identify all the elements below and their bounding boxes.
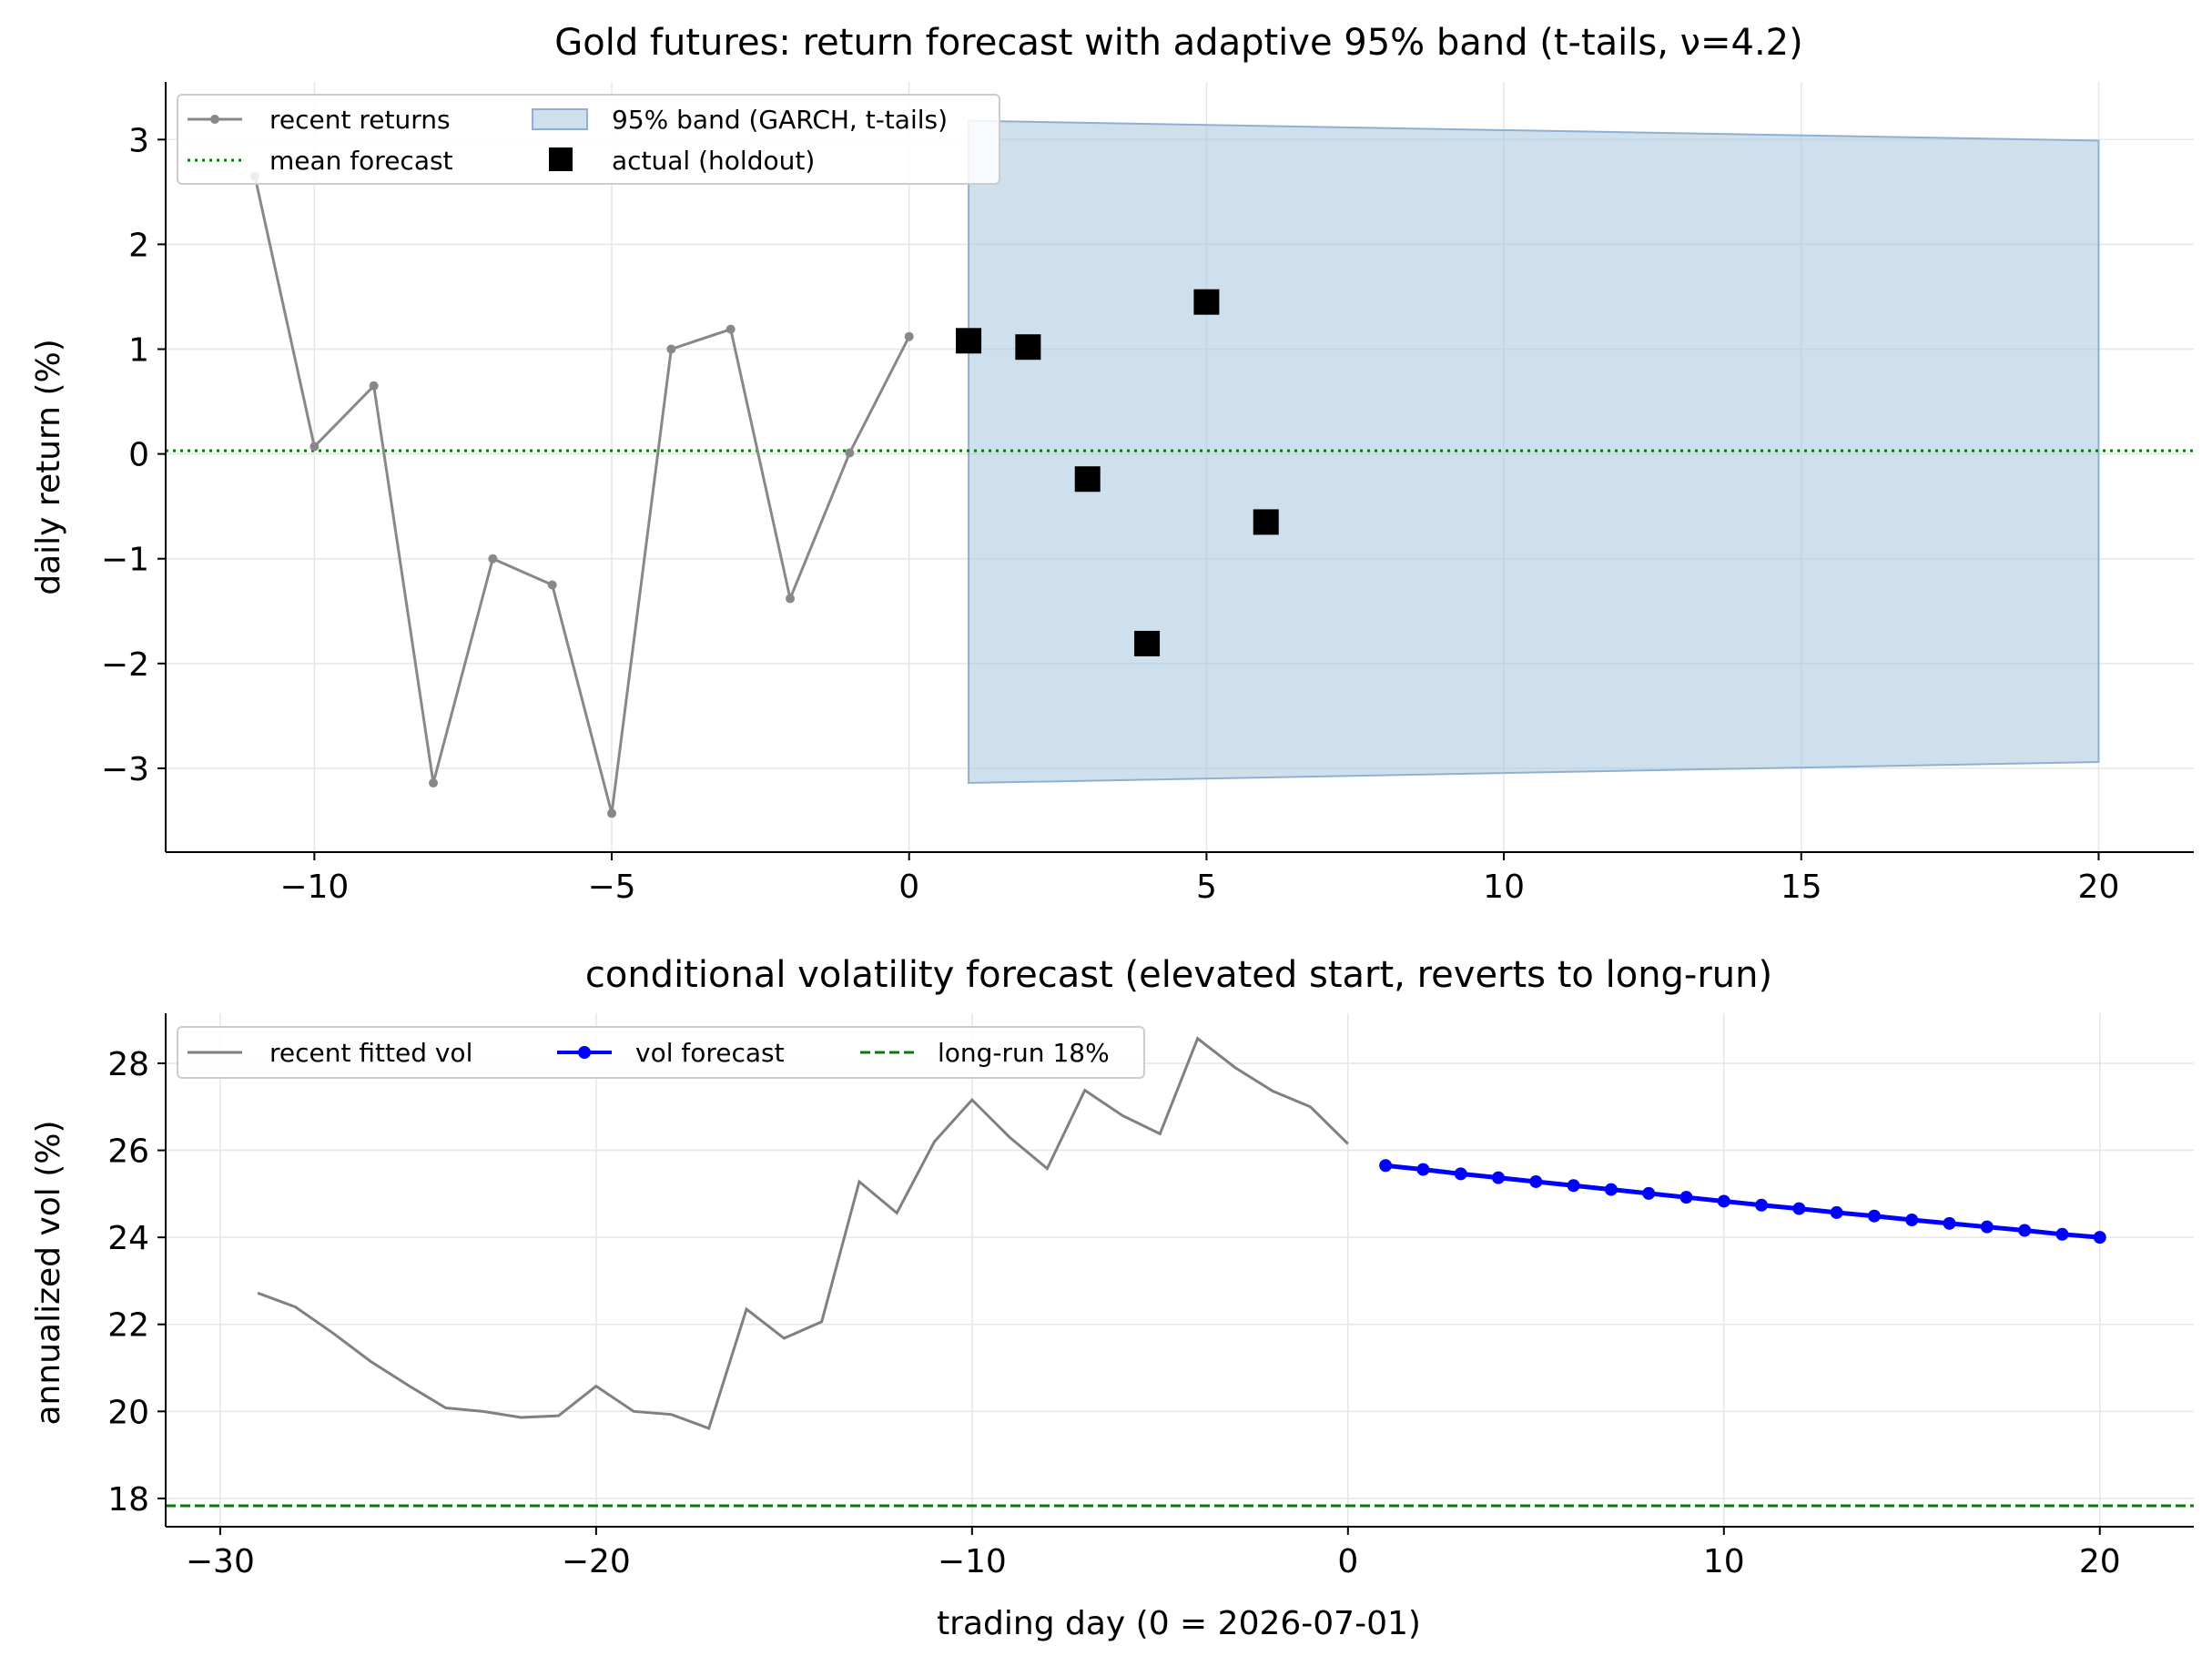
top-chart-title: Gold futures: return forecast with adapt… [554,22,1803,64]
vol-forecast-point [2093,1231,2106,1244]
bottom-x-tick-label: 20 [2079,1543,2121,1580]
bottom-chart-title: conditional volatility forecast (elevate… [585,954,1772,996]
recent-return-point [607,808,617,818]
vol-forecast-point [2055,1227,2069,1241]
vol-forecast-point [1717,1194,1730,1208]
bottom-y-tick-label: 26 [107,1133,149,1171]
bottom-y-tick-label: 28 [107,1046,149,1083]
bottom-x-tick-label: 0 [1337,1543,1358,1580]
bottom-y-tick-label: 18 [107,1481,149,1519]
vol-forecast-point [1830,1205,1843,1219]
legend-long-run-label: long-run 18% [938,1038,1110,1068]
top-y-tick-label: 2 [128,227,149,264]
actual-holdout-point [1193,289,1220,315]
top-y-tick-label: 1 [128,332,149,370]
top-y-tick-label: 3 [128,122,149,159]
recent-return-point [845,448,855,458]
recent-returns-line [253,176,911,814]
legend-vol-forecast-label: vol forecast [635,1038,785,1068]
top-legend: recent returns mean forecast 95% band (G… [177,94,1000,185]
vol-forecast-point [1379,1159,1393,1173]
actual-holdout-point [1074,466,1101,493]
top-x-tick-label: 5 [1196,869,1217,906]
actual-holdout-point [1134,630,1161,656]
vol-forecast-point [1604,1183,1618,1196]
bottom-y-axis-label: annualized vol (%) [30,1121,67,1426]
top-legend-frame [177,94,1000,185]
bottom-forecast-layer [1379,1159,2106,1244]
top-x-tick-label: −10 [279,869,349,906]
recent-return-point [547,580,557,590]
bottom-grid [166,1013,2194,1527]
legend-band-swatch [532,108,588,130]
recent-return-point [309,442,320,452]
vol-forecast-point [1567,1179,1580,1193]
actual-holdout-point [956,328,982,354]
bottom-axes [157,1013,2194,1535]
recent-return-point [666,344,676,354]
top-band-layer [968,119,2100,785]
vol-forecast-point [1679,1191,1693,1204]
vol-forecast-point [1642,1186,1656,1200]
legend-mean-forecast-label: mean forecast [269,146,453,176]
vol-forecast-point [1980,1220,1994,1234]
vol-forecast-point [1529,1174,1543,1188]
bottom-x-axis-label: trading day (0 = 2026-07-01) [937,1605,1421,1642]
bottom-legend: recent fitted vol vol forecast long-run … [177,1026,1145,1079]
top-y-tick-label: −3 [101,751,149,788]
legend-recent-returns-marker [210,115,219,124]
vol-forecast-point [1491,1171,1505,1184]
recent-fitted-vol-line [257,1036,1349,1430]
vol-forecast-point [1943,1216,1956,1230]
vol-forecast-point [1792,1202,1806,1215]
bottom-y-tick-label: 20 [107,1394,149,1431]
recent-return-point [488,554,498,564]
bottom-y-tick-label: 22 [107,1307,149,1345]
recent-return-point [725,324,736,334]
bottom-x-tick-label: −30 [186,1543,255,1580]
top-y-tick-label: −2 [101,646,149,684]
bottom-x-tick-label: 10 [1703,1543,1745,1580]
actual-holdout-point [1015,334,1041,361]
recent-return-point [429,778,439,788]
vol-forecast-point [1454,1167,1467,1181]
legend-band-label: 95% band (GARCH, t-tails) [612,105,948,135]
legend-recent-returns-label: recent returns [269,105,451,135]
top-x-tick-label: −5 [587,869,635,906]
recent-return-point [904,331,914,341]
top-x-tick-label: 20 [2078,869,2120,906]
top-axes [157,82,2194,860]
return-forecast-panel: Gold futures: return forecast with adapt… [30,22,2194,906]
vol-forecast-point [2018,1224,2032,1237]
band-95-area [968,119,2100,785]
top-x-tick-label: 15 [1781,869,1822,906]
top-x-tick-label: 0 [898,869,919,906]
bottom-x-tick-label: −10 [938,1543,1007,1580]
actual-holdout-point [1253,509,1279,535]
recent-return-point [786,594,796,604]
top-y-tick-label: 0 [128,437,149,474]
vol-forecast-point [1905,1214,1919,1227]
bottom-legend-frame [177,1026,1145,1079]
top-y-tick-label: −1 [101,542,149,579]
vol-forecast-point [1416,1163,1430,1176]
legend-recent-vol-label: recent fitted vol [269,1038,472,1068]
top-y-axis-label: daily return (%) [30,339,67,594]
volatility-forecast-panel: conditional volatility forecast (elevate… [30,954,2194,1642]
bottom-recent-layer [257,1036,1349,1430]
top-x-tick-label: 10 [1483,869,1525,906]
vol-forecast-point [1867,1209,1881,1223]
recent-return-point [369,381,379,391]
legend-actual-swatch [549,147,573,171]
legend-vol-forecast-marker [578,1046,591,1059]
top-actual-layer [956,289,1279,656]
vol-forecast-point [1755,1198,1769,1212]
bottom-y-tick-label: 24 [107,1220,149,1257]
legend-actual-label: actual (holdout) [612,146,815,176]
bottom-tick-labels: −30 −20 −10 0 10 20 18 20 22 24 26 28 [107,1046,2120,1580]
bottom-x-tick-label: −20 [562,1543,631,1580]
